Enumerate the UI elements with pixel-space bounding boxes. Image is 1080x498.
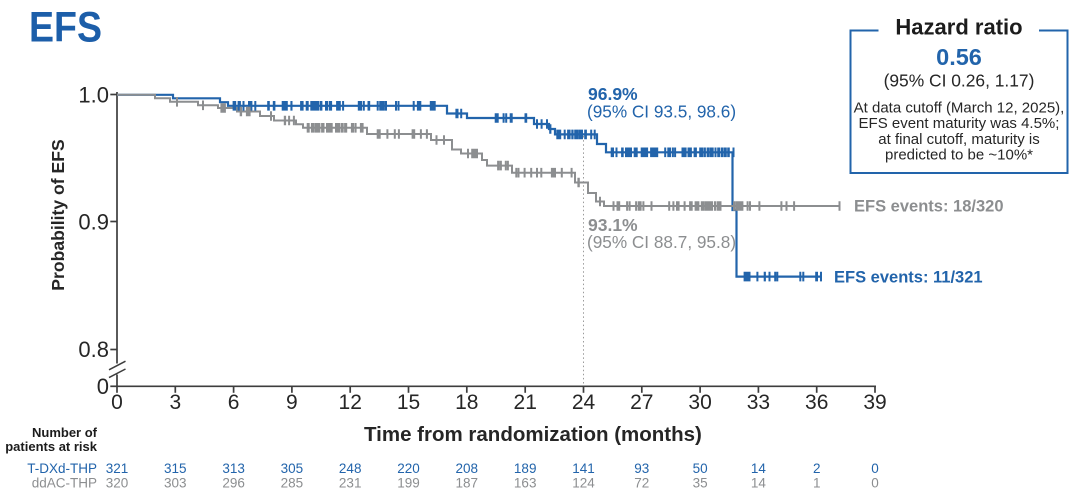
svg-text:27: 27 xyxy=(630,391,653,414)
svg-text:T-DXd-THP: T-DXd-THP xyxy=(27,461,97,476)
svg-text:93.1%: 93.1% xyxy=(588,215,638,235)
svg-text:141: 141 xyxy=(572,461,595,476)
svg-text:ddAC-THP: ddAC-THP xyxy=(32,476,97,491)
svg-text:(95% CI 0.26, 1.17): (95% CI 0.26, 1.17) xyxy=(884,71,1035,91)
svg-text:208: 208 xyxy=(456,461,479,476)
svg-text:320: 320 xyxy=(106,476,129,491)
svg-text:199: 199 xyxy=(397,476,420,491)
svg-text:9: 9 xyxy=(286,391,298,414)
svg-text:96.9%: 96.9% xyxy=(588,84,638,104)
svg-text:EFS event maturity was 4.5%;: EFS event maturity was 4.5%; xyxy=(859,115,1060,132)
svg-text:at final cutoff, maturity is: at final cutoff, maturity is xyxy=(878,131,1039,148)
svg-text:Time from randomization (month: Time from randomization (months) xyxy=(364,423,702,446)
svg-text:6: 6 xyxy=(228,391,240,414)
svg-text:15: 15 xyxy=(397,391,420,414)
svg-text:EFS: EFS xyxy=(29,4,102,52)
svg-text:315: 315 xyxy=(164,461,187,476)
svg-text:14: 14 xyxy=(751,461,767,476)
svg-text:33: 33 xyxy=(747,391,770,414)
svg-text:(95% CI 88.7, 95.8): (95% CI 88.7, 95.8) xyxy=(587,232,736,252)
svg-text:Hazard ratio: Hazard ratio xyxy=(895,15,1022,40)
svg-text:0: 0 xyxy=(871,476,879,491)
svg-text:30: 30 xyxy=(688,391,711,414)
svg-text:EFS events: 11/321: EFS events: 11/321 xyxy=(834,269,983,287)
svg-text:0: 0 xyxy=(97,374,109,399)
svg-text:Probability of EFS: Probability of EFS xyxy=(48,139,68,291)
svg-text:0: 0 xyxy=(871,461,879,476)
svg-text:285: 285 xyxy=(281,476,304,491)
svg-text:248: 248 xyxy=(339,461,362,476)
svg-text:18: 18 xyxy=(455,391,478,414)
svg-text:187: 187 xyxy=(456,476,479,491)
svg-text:(95% CI 93.5, 98.6): (95% CI 93.5, 98.6) xyxy=(587,102,736,122)
svg-text:0.9: 0.9 xyxy=(78,210,109,235)
svg-text:1.0: 1.0 xyxy=(78,83,109,108)
svg-text:14: 14 xyxy=(751,476,767,491)
svg-text:163: 163 xyxy=(514,476,537,491)
svg-text:12: 12 xyxy=(339,391,362,414)
svg-text:0.8: 0.8 xyxy=(78,337,109,362)
svg-text:303: 303 xyxy=(164,476,187,491)
svg-text:0: 0 xyxy=(111,391,123,414)
svg-text:At data cutoff (March 12, 2025: At data cutoff (March 12, 2025), xyxy=(854,99,1065,116)
svg-text:0.56: 0.56 xyxy=(936,44,982,70)
svg-text:36: 36 xyxy=(805,391,828,414)
svg-text:313: 313 xyxy=(222,461,245,476)
svg-text:124: 124 xyxy=(572,476,595,491)
svg-text:2: 2 xyxy=(813,461,821,476)
svg-text:231: 231 xyxy=(339,476,362,491)
svg-text:305: 305 xyxy=(281,461,304,476)
svg-text:24: 24 xyxy=(572,391,596,414)
svg-text:35: 35 xyxy=(693,476,708,491)
svg-text:296: 296 xyxy=(222,476,245,491)
svg-text:Number of: Number of xyxy=(32,425,98,440)
svg-text:1: 1 xyxy=(813,476,821,491)
svg-text:220: 220 xyxy=(397,461,420,476)
svg-text:93: 93 xyxy=(634,461,649,476)
svg-text:321: 321 xyxy=(106,461,129,476)
svg-text:72: 72 xyxy=(634,476,649,491)
svg-text:3: 3 xyxy=(169,391,181,414)
svg-text:predicted to be ~10%*: predicted to be ~10%* xyxy=(885,147,1033,164)
svg-text:EFS events: 18/320: EFS events: 18/320 xyxy=(854,198,1004,216)
svg-text:21: 21 xyxy=(514,391,537,414)
svg-text:189: 189 xyxy=(514,461,537,476)
svg-text:39: 39 xyxy=(863,391,886,414)
svg-text:50: 50 xyxy=(693,461,708,476)
svg-text:patients at risk: patients at risk xyxy=(5,439,98,454)
